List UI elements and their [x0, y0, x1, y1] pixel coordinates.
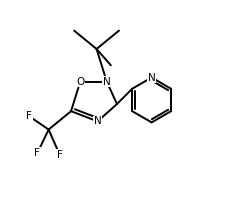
Text: N: N: [103, 76, 111, 87]
Text: F: F: [35, 148, 40, 158]
Text: O: O: [76, 76, 84, 87]
Text: F: F: [26, 111, 32, 121]
Text: F: F: [57, 150, 63, 160]
Text: N: N: [148, 72, 155, 83]
Text: N: N: [94, 116, 101, 126]
